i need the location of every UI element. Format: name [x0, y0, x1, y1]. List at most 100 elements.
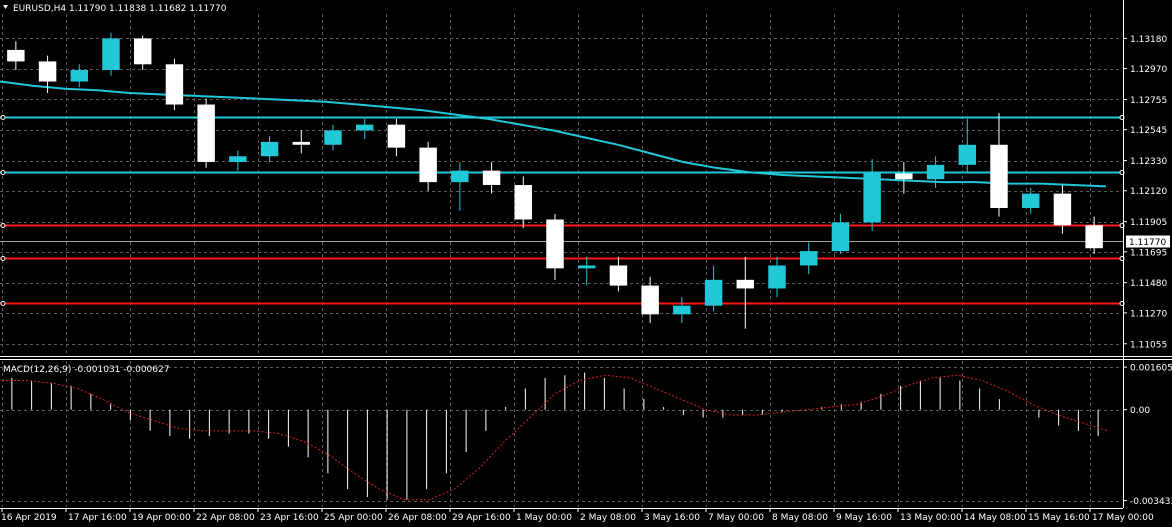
time-tick-label: 9 May 16:00	[836, 513, 892, 523]
price-tick-label: 1.11055	[1130, 340, 1167, 350]
candle-body	[1053, 193, 1072, 226]
candle	[7, 41, 25, 71]
candle-body	[863, 173, 881, 223]
candle-body	[165, 64, 184, 105]
candle-body	[736, 279, 755, 289]
candle-body	[895, 173, 913, 180]
candle	[419, 141, 437, 191]
candle	[1085, 216, 1103, 254]
macd-tick-label: 0.00	[1130, 406, 1150, 416]
price-tick-label: 1.11480	[1130, 279, 1167, 289]
symbol-header: EURUSD,H4 1.11790 1.11838 1.11682 1.1177…	[13, 4, 227, 14]
price-tick-label: 1.13180	[1130, 35, 1167, 45]
candle-body	[926, 164, 945, 180]
candle	[197, 98, 215, 168]
time-tick-label: 15 May 16:00	[1028, 513, 1090, 523]
candle	[799, 242, 818, 275]
candle-body	[546, 219, 564, 269]
moving-average-line	[0, 80, 1107, 188]
candle-body	[292, 141, 311, 145]
candle	[831, 213, 850, 254]
candle	[704, 265, 723, 312]
candle	[387, 118, 406, 157]
candle	[926, 156, 945, 188]
candle	[1021, 187, 1040, 214]
candle-body	[70, 70, 89, 82]
candle	[133, 35, 152, 71]
symbol-dropdown-icon[interactable]	[3, 5, 8, 9]
candle-body	[7, 49, 25, 62]
candle-body	[133, 38, 152, 65]
macd-title: MACD(12,26,9) -0.001031 -0.000627	[3, 365, 169, 375]
time-axis: 16 Apr 2019 17 Apr 16:00 19 Apr 00:00 22 Ap…	[1, 508, 1154, 523]
macd-signal-line	[2, 374, 1109, 501]
candle	[260, 136, 279, 163]
level-handle-left[interactable]	[0, 115, 6, 120]
chart-grid	[0, 14, 1122, 507]
time-tick-label: 17 May 00:00	[1092, 513, 1154, 523]
price-tick-label: 1.12120	[1130, 187, 1167, 197]
price-tick-label: 1.12970	[1130, 65, 1167, 75]
candle-body	[673, 305, 691, 315]
candle	[482, 162, 501, 194]
candle	[70, 64, 89, 88]
level-handle-left[interactable]	[0, 223, 6, 228]
candle	[990, 113, 1008, 217]
candle	[546, 213, 564, 280]
candle-body	[38, 61, 57, 82]
level-handle-left[interactable]	[0, 256, 6, 261]
candle-body	[387, 124, 406, 148]
candle	[895, 162, 913, 194]
time-tick-label: 7 May 00:00	[708, 513, 764, 523]
time-tick-label: 1 May 00:00	[516, 513, 572, 523]
candle-body	[641, 285, 659, 315]
candle-body	[799, 251, 818, 266]
candle-body	[831, 222, 850, 252]
candle-body	[704, 279, 723, 306]
macd-tick-label: 0.001605	[1130, 364, 1172, 374]
moving-average-path	[0, 80, 1107, 188]
candle-body	[355, 124, 374, 131]
candle	[324, 124, 342, 151]
price-tick-label: 1.11905	[1130, 218, 1167, 228]
time-tick-label: 17 Apr 16:00	[68, 513, 127, 523]
candle-body	[482, 170, 501, 185]
candle-body	[229, 156, 247, 163]
time-tick-label: 26 Apr 08:00	[388, 513, 447, 523]
candle-body	[990, 144, 1008, 208]
macd-panel	[2, 372, 1109, 501]
candle	[609, 256, 628, 292]
candle-body	[260, 141, 279, 157]
time-tick-label: 16 Apr 2019	[1, 513, 57, 523]
candle	[736, 256, 755, 329]
candle	[38, 55, 57, 94]
candle-body	[419, 147, 437, 183]
candle	[229, 150, 247, 171]
candle-body	[102, 38, 120, 71]
time-tick-label: 22 Apr 08:00	[196, 513, 255, 523]
level-handle-left[interactable]	[0, 301, 6, 306]
time-tick-label: 2 May 08:00	[580, 513, 636, 523]
candle-body	[1021, 193, 1040, 208]
candle	[451, 162, 469, 211]
level-handle-left[interactable]	[0, 170, 6, 175]
candles	[7, 32, 1103, 329]
candle	[641, 276, 659, 323]
time-tick-label: 29 Apr 16:00	[452, 513, 511, 523]
price-tick-label: 1.12330	[1130, 157, 1167, 167]
time-tick-label: 8 May 08:00	[772, 513, 828, 523]
candle-body	[451, 170, 469, 183]
candle-body	[514, 185, 533, 220]
candle	[577, 256, 596, 286]
macd-tick-label: -0.003433	[1130, 497, 1172, 507]
candle	[673, 297, 691, 323]
price-tick-label: 1.11270	[1130, 309, 1167, 319]
candle-body	[1085, 225, 1103, 249]
candle	[292, 130, 311, 154]
time-tick-label: 19 Apr 00:00	[132, 513, 191, 523]
candle	[768, 256, 786, 298]
candle	[102, 32, 120, 76]
time-tick-label: 13 May 00:00	[900, 513, 962, 523]
candle-body	[324, 130, 342, 145]
